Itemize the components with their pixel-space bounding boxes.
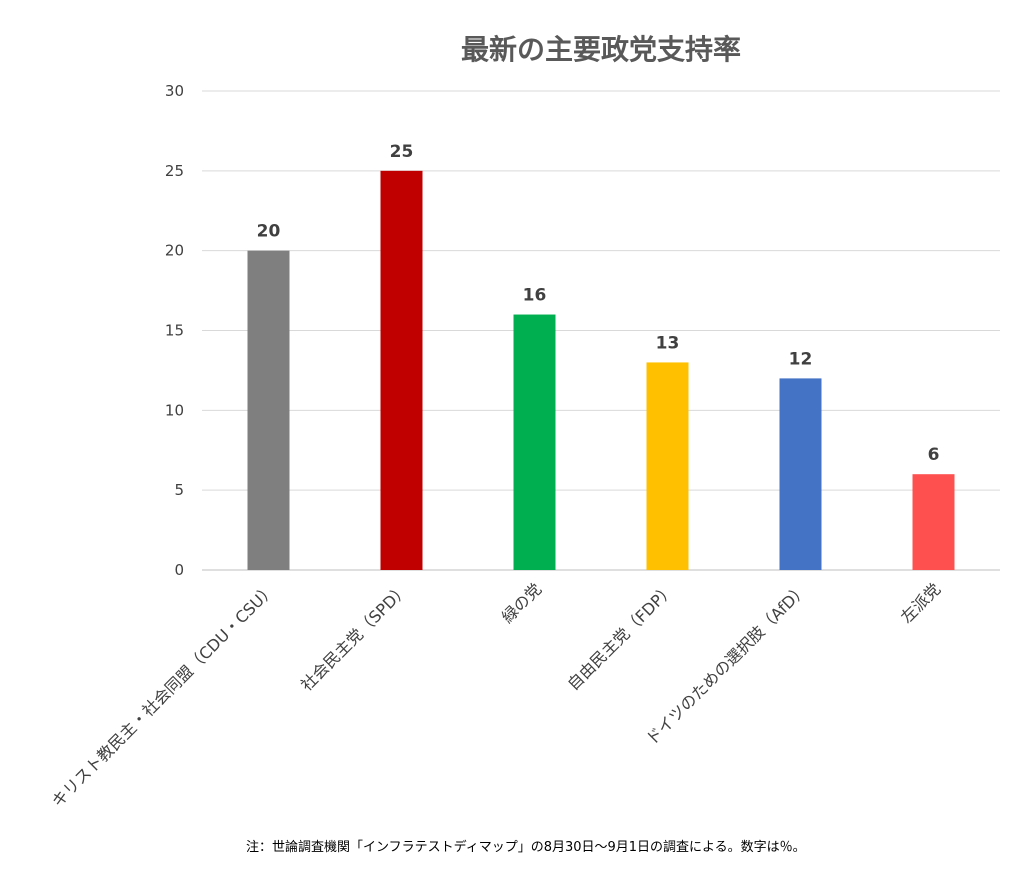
y-tick-label: 0 (174, 561, 184, 579)
data-labels: 20 25 16 13 12 6 (257, 142, 940, 465)
y-tick-label: 20 (165, 242, 184, 260)
bar (646, 362, 689, 570)
data-label: 20 (257, 222, 281, 242)
y-tick-label: 5 (174, 481, 184, 499)
data-label: 6 (928, 445, 940, 465)
x-tick-label: 左派党 (897, 579, 944, 626)
chart-title: 最新の主要政党支持率 (461, 33, 741, 66)
x-tick-label: 緑の党 (498, 579, 545, 626)
bar (513, 314, 556, 570)
data-label: 25 (390, 142, 414, 162)
y-axis-ticks: 0 5 10 15 20 25 30 (165, 82, 184, 579)
y-tick-label: 10 (165, 401, 184, 419)
gridlines (202, 90, 1000, 571)
y-tick-label: 25 (165, 162, 184, 180)
bars (247, 170, 955, 571)
x-tick-label: ドイツのための選択肢（AfD） (642, 579, 811, 748)
x-tick-label: 自由民主党（FDP） (564, 579, 679, 694)
bar (380, 170, 423, 571)
bar (247, 250, 290, 570)
x-tick-label: 社会民主党（SPD） (297, 579, 412, 694)
data-label: 16 (523, 286, 547, 306)
y-tick-label: 30 (165, 82, 184, 100)
y-tick-label: 15 (165, 322, 184, 340)
x-axis-labels: キリスト教民主・社会同盟（CDU・CSU） 社会民主党（SPD） 緑の党 自由民主党（… (48, 579, 944, 810)
x-tick-label: キリスト教民主・社会同盟（CDU・CSU） (48, 579, 279, 810)
bar (779, 378, 822, 570)
footnote: 注：世論調査機関「インフラテストディマップ」の8月30日〜9月1日の調査による。… (246, 840, 806, 855)
bar (912, 474, 955, 570)
data-label: 12 (789, 349, 813, 369)
data-label: 13 (656, 333, 680, 353)
